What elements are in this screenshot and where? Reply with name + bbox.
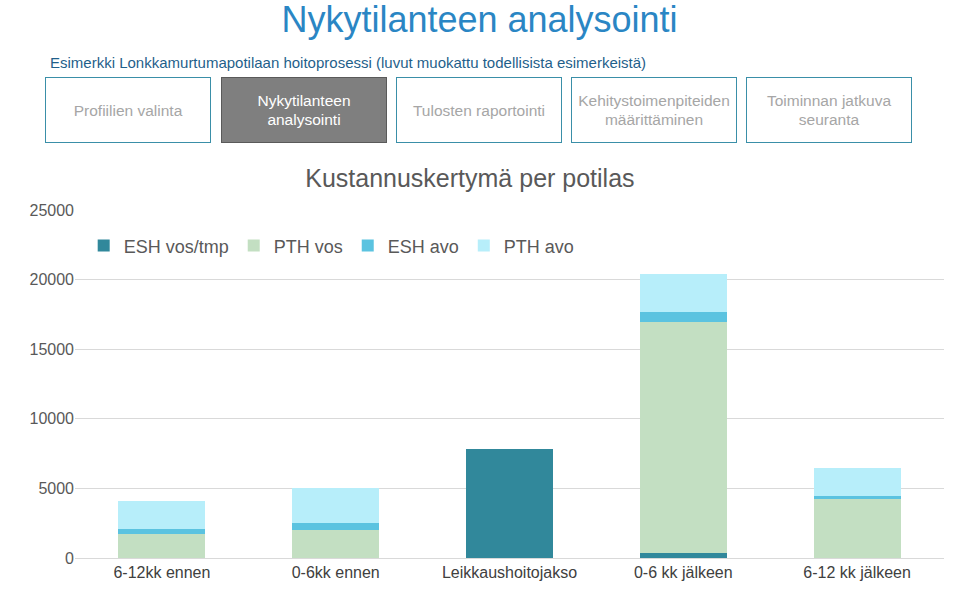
- svg-text:ESH vos/tmp: ESH vos/tmp: [124, 237, 229, 257]
- html-text:Tulosten raportointi: Tulosten raportointi: [412, 101, 545, 119]
- svg-text:Kustannuskertymä per potilas: Kustannuskertymä per potilas: [305, 164, 634, 192]
- svg-text:0-6 kk jälkeen: 0-6 kk jälkeen: [634, 564, 733, 581]
- svg-text:5000: 5000: [38, 480, 74, 497]
- html-text:Nykytilanteen analysointi: Nykytilanteen analysointi: [257, 92, 351, 128]
- svg-text:6-12 kk jälkeen: 6-12 kk jälkeen: [803, 564, 911, 581]
- svg-text:20000: 20000: [30, 271, 75, 288]
- html-text:Kehitystoimenpiteiden määrittä: Kehitystoimenpiteiden määrittäminen: [578, 92, 730, 128]
- html-text:Toiminnan jatkuva seuranta: Toiminnan jatkuva seuranta: [767, 92, 891, 128]
- html-text:Esimerkki Lonkkamurtumapotilaa: Esimerkki Lonkkamurtumapotilaan hoitopro…: [50, 54, 647, 71]
- svg-text:PTH vos: PTH vos: [274, 237, 343, 257]
- svg-text:25000: 25000: [30, 202, 75, 219]
- svg-text:0: 0: [65, 550, 74, 567]
- svg-text:6-12kk ennen: 6-12kk ennen: [113, 564, 210, 581]
- html-text:Profiilien valinta: Profiilien valinta: [73, 101, 183, 119]
- svg-text:ESH avo: ESH avo: [388, 237, 459, 257]
- svg-text:PTH avo: PTH avo: [504, 237, 574, 257]
- html-text:Nykytilanteen analysointi: Nykytilanteen analysointi: [281, 0, 678, 40]
- svg-text:0-6kk ennen: 0-6kk ennen: [292, 564, 380, 581]
- svg-text:10000: 10000: [30, 410, 75, 427]
- svg-text:15000: 15000: [30, 341, 75, 358]
- svg-text:Leikkaushoitojakso: Leikkaushoitojakso: [442, 564, 577, 581]
